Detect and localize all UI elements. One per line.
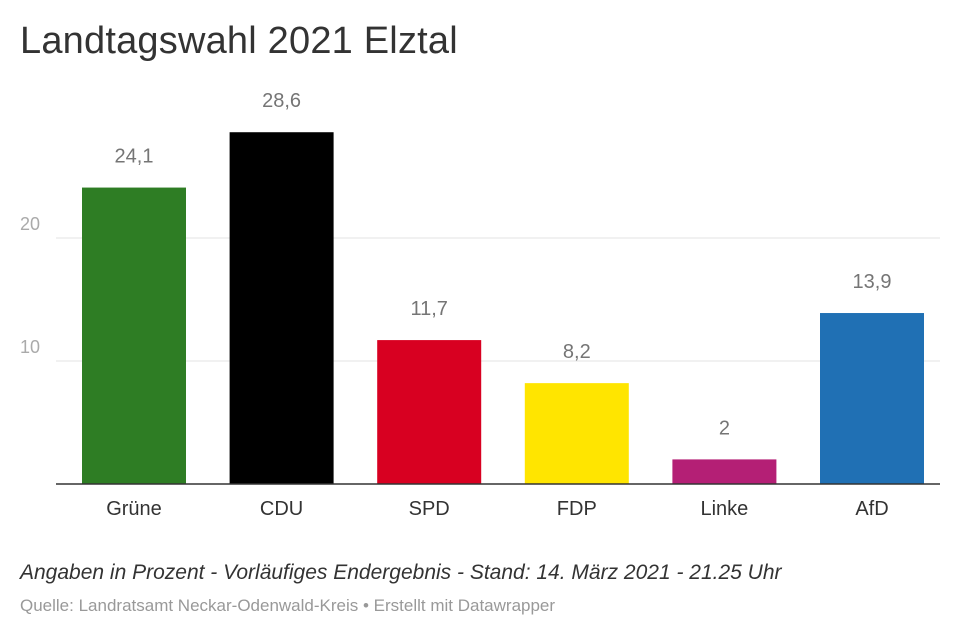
value-labels: 24,1 28,6 11,7 8,2 2 13,9 <box>115 90 892 439</box>
value-label: 8,2 <box>563 341 591 363</box>
y-tick-label: 10 <box>20 337 40 357</box>
category-label: Grüne <box>106 498 162 520</box>
bar-grüne <box>82 187 186 484</box>
value-label: 11,7 <box>410 298 447 320</box>
category-label: FDP <box>557 498 597 520</box>
value-label: 2 <box>719 417 730 439</box>
bar-spd <box>377 340 482 484</box>
gridlines <box>56 237 940 362</box>
category-label: SPD <box>409 498 450 520</box>
bar-linke <box>672 459 777 484</box>
value-label: 24,1 <box>115 146 154 168</box>
category-label: Linke <box>700 498 748 520</box>
chart-source: Quelle: Landratsamt Neckar-Odenwald-Krei… <box>20 596 556 615</box>
value-label: 28,6 <box>262 90 301 112</box>
bar-cdu <box>229 132 334 484</box>
category-label: CDU <box>260 498 303 520</box>
value-label: 13,9 <box>853 271 892 293</box>
chart-title: Landtagswahl 2021 Elztal <box>20 20 458 62</box>
category-label: AfD <box>855 498 888 520</box>
y-axis-ticks: 10 20 <box>20 214 40 357</box>
bar-fdp <box>524 383 629 484</box>
chart-notes: Angaben in Prozent - Vorläufiges Enderge… <box>20 561 782 584</box>
bar-afd <box>820 313 924 484</box>
y-tick-label: 20 <box>20 214 40 234</box>
bars <box>82 132 924 484</box>
category-labels: Grüne CDU SPD FDP Linke AfD <box>106 498 888 520</box>
